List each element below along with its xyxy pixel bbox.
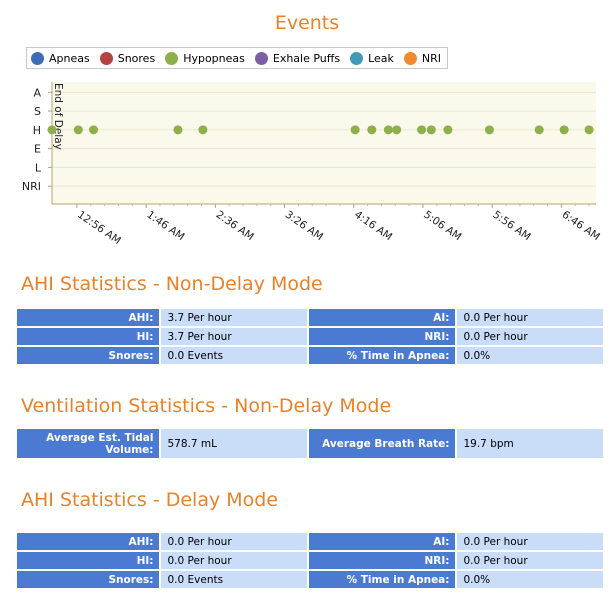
chart-legend: Apneas Snores Hypopneas Exhale Puffs Lea…	[26, 47, 449, 69]
legend-label-snores: Snores	[117, 51, 156, 65]
stat-value: 0.0 Per hour	[457, 309, 603, 326]
x-tick-label: 3:26 AM	[283, 209, 325, 244]
legend-label-nri: NRI	[421, 51, 442, 65]
stat-label: Average Breath Rate:	[308, 429, 456, 458]
table-row: HI: 0.0 Per hour NRI: 0.0 Per hour	[17, 552, 603, 569]
legend-item-nri[interactable]: NRI	[403, 51, 442, 65]
legend-label-apneas: Apneas	[49, 51, 90, 65]
data-point-hypopnea	[89, 125, 99, 135]
data-point-hypopnea	[383, 125, 393, 135]
legend-label-exhale-puffs: Exhale Puffs	[272, 51, 341, 65]
legend-swatch-hypopneas	[165, 51, 179, 65]
table-row: AHI: 3.7 Per hour AI: 0.0 Per hour	[17, 309, 603, 326]
stat-label: Snores:	[17, 571, 160, 588]
stat-label: NRI:	[308, 328, 456, 345]
section-title-ahi-non-delay: AHI Statistics - Non-Delay Mode	[21, 273, 323, 295]
stat-label: Average Est. Tidal Volume:	[17, 429, 160, 458]
data-point-hypopnea	[484, 125, 494, 135]
legend-swatch-nri	[403, 51, 417, 65]
stat-value: 3.7 Per hour	[161, 328, 307, 345]
stat-label: AHI:	[17, 533, 160, 550]
stat-value: 0.0%	[457, 347, 603, 364]
table-row: Snores: 0.0 Events % Time in Apnea: 0.0%	[17, 347, 603, 364]
legend-item-leak[interactable]: Leak	[350, 51, 394, 65]
legend-item-exhale-puffs[interactable]: Exhale Puffs	[254, 51, 341, 65]
ahi-delay-table: AHI: 0.0 Per hour AI: 0.0 Per hour HI: 0…	[15, 531, 605, 590]
data-point-hypopnea	[426, 125, 436, 135]
stat-value: 0.0 Per hour	[161, 533, 307, 550]
stat-label: HI:	[17, 328, 160, 345]
x-tick-label: 1:46 AM	[144, 209, 186, 244]
legend-swatch-leak	[350, 51, 364, 65]
stat-value: 0.0 Per hour	[457, 328, 603, 345]
x-tick-label: 6:46 AM	[560, 209, 602, 244]
legend-item-apneas[interactable]: Apneas	[31, 51, 90, 65]
data-point-hypopnea	[534, 125, 544, 135]
ventilation-table: Average Est. Tidal Volume: 578.7 mL Aver…	[15, 427, 605, 460]
stat-value: 0.0 Per hour	[161, 552, 307, 569]
data-point-hypopnea	[392, 125, 402, 135]
stat-value: 0.0 Per hour	[457, 552, 603, 569]
stat-label: NRI:	[308, 552, 456, 569]
chart-title: Events	[274, 12, 340, 34]
y-tick-label: A	[33, 86, 41, 99]
legend-label-hypopneas: Hypopneas	[183, 51, 245, 65]
legend-label-leak: Leak	[368, 51, 394, 65]
data-point-hypopnea	[173, 125, 183, 135]
y-tick-label: S	[34, 105, 41, 118]
stat-label: HI:	[17, 552, 160, 569]
x-tick-label: 12:56 AM	[75, 209, 123, 247]
data-point-hypopnea	[443, 125, 453, 135]
stat-label: AHI:	[17, 309, 160, 326]
stat-value: 19.7 bpm	[457, 429, 603, 458]
stat-value: 0.0 Events	[161, 571, 307, 588]
x-tick-label: 5:06 AM	[421, 209, 463, 244]
table-row: Average Est. Tidal Volume: 578.7 mL Aver…	[17, 429, 603, 458]
y-tick-label: NRI	[22, 180, 41, 193]
table-row: AHI: 0.0 Per hour AI: 0.0 Per hour	[17, 533, 603, 550]
stat-value: 0.0%	[457, 571, 603, 588]
data-point-hypopnea	[73, 125, 83, 135]
legend-swatch-apneas	[31, 51, 44, 65]
x-tick-label: 2:36 AM	[214, 209, 256, 244]
x-tick-label: 4:16 AM	[352, 209, 394, 244]
data-point-hypopnea	[198, 125, 208, 135]
legend-swatch-snores	[99, 51, 113, 65]
data-point-hypopnea	[584, 125, 594, 135]
stat-value: 0.0 Per hour	[457, 533, 603, 550]
end-of-delay-annotation: End of Delay	[52, 83, 64, 150]
section-title-ahi-delay: AHI Statistics - Delay Mode	[21, 489, 279, 511]
stat-label: % Time in Apnea:	[308, 571, 456, 588]
y-tick-label: L	[35, 161, 42, 174]
legend-item-hypopneas[interactable]: Hypopneas	[165, 51, 245, 65]
table-row: HI: 3.7 Per hour NRI: 0.0 Per hour	[17, 328, 603, 345]
data-point-hypopnea	[367, 125, 377, 135]
plot-area	[52, 82, 596, 204]
stat-value: 578.7 mL	[161, 429, 307, 458]
data-point-hypopnea	[47, 125, 57, 135]
stat-label: AI:	[308, 533, 456, 550]
legend-swatch-exhale-puffs	[254, 51, 268, 65]
data-point-hypopnea	[417, 125, 427, 135]
stat-label: % Time in Apnea:	[308, 347, 456, 364]
table-row: Snores: 0.0 Events % Time in Apnea: 0.0%	[17, 571, 603, 588]
x-tick-label: 5:56 AM	[490, 209, 532, 244]
y-tick-label: E	[34, 143, 41, 156]
section-title-ventilation: Ventilation Statistics - Non-Delay Mode	[21, 395, 392, 417]
stat-label: AI:	[308, 309, 456, 326]
stat-value: 0.0 Events	[161, 347, 307, 364]
y-tick-label: H	[33, 124, 41, 137]
data-point-hypopnea	[559, 125, 569, 135]
stat-value: 3.7 Per hour	[161, 309, 307, 326]
ahi-non-delay-table: AHI: 3.7 Per hour AI: 0.0 Per hour HI: 3…	[15, 307, 605, 366]
data-point-hypopnea	[350, 125, 360, 135]
stat-label: Snores:	[17, 347, 160, 364]
legend-item-snores[interactable]: Snores	[99, 51, 156, 65]
